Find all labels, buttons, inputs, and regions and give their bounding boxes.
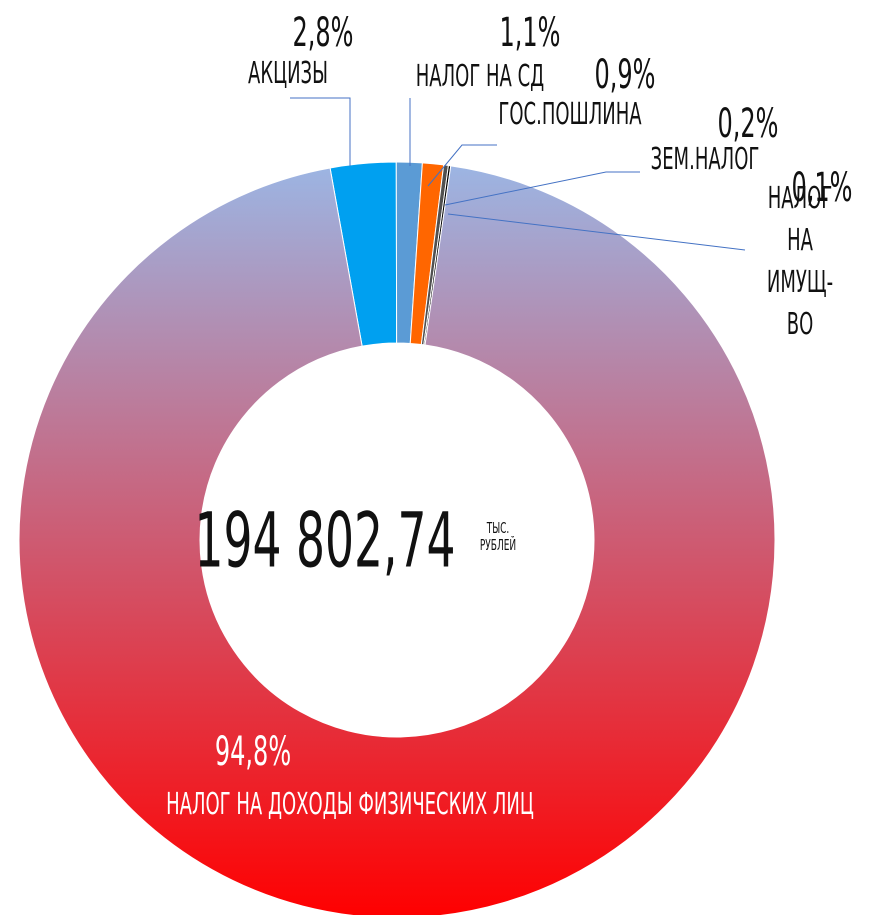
value-label: 0,1% [791, 165, 853, 211]
value-label: 0,9% [594, 52, 656, 98]
slice [18, 165, 776, 915]
value-label: 1,1% [499, 10, 561, 56]
category-label: НАЛОГ НА СД [415, 58, 545, 94]
leader-line [427, 144, 497, 187]
leader-line [447, 213, 746, 251]
category-label: НАЛОГ НА ИМУЩ-ВО [766, 181, 834, 342]
leader-line [444, 171, 640, 206]
value-label: 94,8% [214, 729, 292, 775]
value-label: 2,8% [292, 10, 354, 56]
category-label: НАЛОГ НА ДОХОДЫ ФИЗИЧЕСКИХ ЛИЦ [166, 786, 534, 822]
category-label: ГОС.ПОШЛИНА [498, 96, 642, 132]
category-label: АКЦИЗЫ [248, 55, 328, 91]
center-total: 194 802,74 [194, 495, 456, 585]
value-label: 0,2% [717, 101, 779, 147]
center-unit: ТЫС. РУБЛЕЙ [479, 518, 517, 554]
category-label: ЗЕМ.НАЛОГ [650, 141, 760, 177]
leader-line [290, 97, 351, 166]
